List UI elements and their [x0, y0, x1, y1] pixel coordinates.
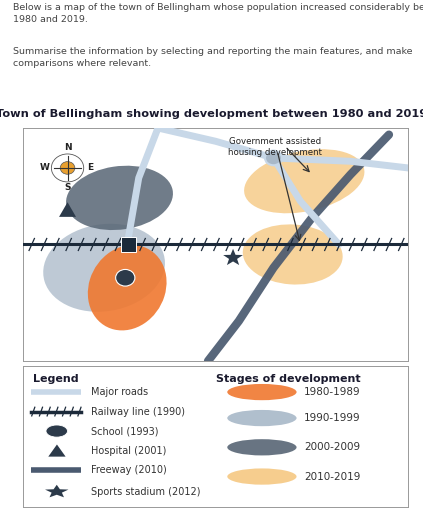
- Text: Stages of development: Stages of development: [216, 374, 360, 383]
- Ellipse shape: [43, 224, 165, 312]
- Text: Legend: Legend: [33, 374, 79, 383]
- Ellipse shape: [244, 149, 365, 214]
- Text: Government assisted
housing development: Government assisted housing development: [228, 137, 322, 157]
- Ellipse shape: [227, 439, 297, 456]
- Ellipse shape: [227, 410, 297, 426]
- Text: 1990-1999: 1990-1999: [304, 413, 361, 423]
- Polygon shape: [223, 249, 243, 265]
- Text: Summarise the information by selecting and reporting the main features, and make: Summarise the information by selecting a…: [13, 47, 412, 68]
- Circle shape: [51, 154, 84, 182]
- Circle shape: [46, 425, 68, 437]
- Text: Sports stadium (2012): Sports stadium (2012): [91, 487, 200, 497]
- Ellipse shape: [88, 245, 167, 330]
- FancyBboxPatch shape: [121, 237, 136, 252]
- Text: School (1993): School (1993): [91, 426, 158, 436]
- Ellipse shape: [227, 468, 297, 485]
- Text: 2000-2009: 2000-2009: [304, 442, 360, 452]
- Circle shape: [60, 162, 75, 174]
- Polygon shape: [45, 485, 69, 497]
- Circle shape: [265, 151, 282, 165]
- Text: 1980-1989: 1980-1989: [304, 387, 361, 397]
- Text: Below is a map of the town of Bellingham whose population increased considerably: Below is a map of the town of Bellingham…: [13, 3, 423, 24]
- Circle shape: [115, 269, 135, 286]
- Ellipse shape: [243, 224, 343, 285]
- Polygon shape: [59, 202, 76, 217]
- Text: Major roads: Major roads: [91, 387, 148, 397]
- Text: N: N: [64, 143, 71, 153]
- Ellipse shape: [66, 166, 173, 230]
- Text: S: S: [64, 183, 71, 193]
- Text: 2010-2019: 2010-2019: [304, 472, 361, 482]
- Text: Freeway (2010): Freeway (2010): [91, 465, 166, 475]
- Text: E: E: [88, 163, 93, 173]
- Polygon shape: [48, 444, 66, 457]
- Text: Hospital (2001): Hospital (2001): [91, 445, 166, 456]
- Ellipse shape: [227, 384, 297, 400]
- Text: Railway line (1990): Railway line (1990): [91, 407, 184, 417]
- Text: W: W: [39, 163, 49, 173]
- Text: Town of Bellingham showing development between 1980 and 2019: Town of Bellingham showing development b…: [0, 109, 423, 119]
